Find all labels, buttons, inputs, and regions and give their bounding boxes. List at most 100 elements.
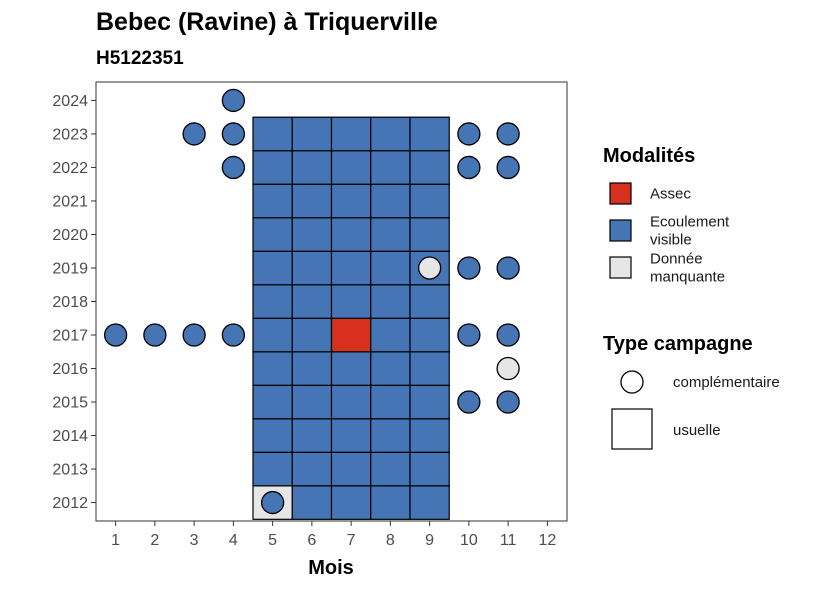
usuelle-cell-6-2018 xyxy=(291,284,333,319)
x-tick-label-1: 1 xyxy=(111,532,120,549)
usuelle-cell-5-2013 xyxy=(252,451,293,487)
complementaire-point-10-2022 xyxy=(457,155,481,180)
usuelle-cell-7-2022 xyxy=(330,150,372,185)
usuelle-cell-8-2022 xyxy=(370,150,411,185)
complementaire-point-10-2019 xyxy=(457,256,481,280)
usuelle-cell-7-2016 xyxy=(330,351,372,386)
usuelle-cell-5-2014 xyxy=(252,418,293,453)
legend-label-assec: Assec xyxy=(650,186,691,203)
y-tick-label-2023: 2023 xyxy=(52,126,88,143)
usuelle-cell-9-2012 xyxy=(409,485,450,520)
legend-swatch-assec xyxy=(609,182,632,205)
usuelle-cell-9-2022 xyxy=(409,150,450,185)
x-tick-label-9: 9 xyxy=(425,532,434,549)
complementaire-point-4-2023 xyxy=(221,122,246,146)
complementaire-point-11-2016 xyxy=(496,356,520,381)
y-axis: 2012 2013 2014 2015 2016 2017 2018 2019 2020 2021… xyxy=(52,93,96,512)
usuelle-cell-6-2020 xyxy=(291,217,333,252)
legend-label-donnee-manquante: Donnée manquante xyxy=(650,251,725,286)
x-tick-label-2: 2 xyxy=(150,532,159,549)
complementaire-point-4-2024 xyxy=(221,88,246,113)
usuelle-cell-9-2023 xyxy=(409,116,450,152)
usuelle-cell-6-2019 xyxy=(291,250,333,286)
usuelle-cell-9-2017 xyxy=(409,317,450,353)
complementaire-point-10-2023 xyxy=(457,122,481,146)
complementaire-point-4-2017 xyxy=(221,323,246,347)
usuelle-cell-5-2017 xyxy=(252,317,293,353)
x-tick-label-11: 11 xyxy=(500,532,517,549)
legend-label-usuelle: usuelle xyxy=(673,422,721,439)
complementaire-point-11-2019 xyxy=(496,256,520,280)
complementaire-point-5-2012 xyxy=(260,490,285,515)
y-tick-label-2017: 2017 xyxy=(52,328,88,345)
y-tick-label-2024: 2024 xyxy=(52,93,88,110)
legend-swatch-ecoulement-visible xyxy=(609,219,632,242)
complementaire-point-9-2019 xyxy=(417,256,442,280)
usuelle-cell-8-2019 xyxy=(370,250,411,286)
x-tick-label-4: 4 xyxy=(229,532,238,549)
usuelle-cell-7-2019 xyxy=(330,250,372,286)
complementaire-point-10-2017 xyxy=(457,323,481,347)
complementaire-point-11-2017 xyxy=(496,323,520,347)
usuelle-cell-9-2014 xyxy=(409,418,450,453)
plot-area xyxy=(95,81,568,522)
usuelle-cell-5-2016 xyxy=(252,351,293,386)
usuelle-cell-6-2021 xyxy=(291,183,333,219)
complementaire-point-11-2022 xyxy=(496,155,520,180)
usuelle-cell-8-2014 xyxy=(370,418,411,453)
usuelle-cell-8-2015 xyxy=(370,384,411,420)
usuelle-cell-7-2015 xyxy=(330,384,372,420)
usuelle-cell-8-2020 xyxy=(370,217,411,252)
legend-type-campagne: Type campagne complémentaire usuelle xyxy=(603,333,780,450)
usuelle-cell-9-2021 xyxy=(409,183,450,219)
usuelle-cell-6-2015 xyxy=(291,384,333,420)
legend-modalites-title: Modalités xyxy=(603,145,695,167)
usuelle-cell-6-2017 xyxy=(291,317,333,353)
chart-subtitle: H5122351 xyxy=(96,48,184,69)
usuelle-cell-6-2014 xyxy=(291,418,333,453)
complementaire-point-3-2017 xyxy=(182,323,206,347)
y-tick-label-2019: 2019 xyxy=(52,260,88,277)
y-tick-label-2018: 2018 xyxy=(52,294,88,311)
usuelle-cell-9-2015 xyxy=(409,384,450,420)
usuelle-cell-7-2021 xyxy=(330,183,372,219)
usuelle-cell-8-2017 xyxy=(370,317,411,353)
usuelle-cell-5-2020 xyxy=(252,217,293,252)
usuelle-cell-7-2013 xyxy=(330,451,372,487)
usuelle-cell-7-2023 xyxy=(330,116,372,152)
x-tick-label-10: 10 xyxy=(460,532,478,549)
usuelle-cell-6-2023 xyxy=(291,116,333,152)
usuelle-cell-8-2023 xyxy=(370,116,411,152)
legend-label-complementaire: complémentaire xyxy=(673,374,780,391)
x-tick-label-8: 8 xyxy=(386,532,395,549)
y-tick-label-2012: 2012 xyxy=(52,495,88,512)
x-tick-label-12: 12 xyxy=(538,532,556,549)
usuelle-cell-5-2018 xyxy=(252,284,293,319)
usuelle-cell-5-2021 xyxy=(252,183,293,219)
y-tick-label-2014: 2014 xyxy=(52,428,88,445)
complementaire-point-2-2017 xyxy=(143,323,167,347)
y-tick-label-2013: 2013 xyxy=(52,462,88,479)
usuelle-cell-8-2016 xyxy=(370,351,411,386)
legend-symbol-complementaire xyxy=(620,370,644,394)
legend-swatch-donnee-manquante xyxy=(609,256,632,279)
y-tick-label-2021: 2021 xyxy=(52,193,88,210)
usuelle-cell-8-2021 xyxy=(370,183,411,219)
usuelle-cell-9-2020 xyxy=(409,217,450,252)
legend-type-campagne-title: Type campagne xyxy=(603,333,753,355)
x-tick-label-5: 5 xyxy=(268,532,277,549)
x-tick-label-3: 3 xyxy=(190,532,199,549)
legend-label-ecoulement-visible: Ecoulement visible xyxy=(650,214,730,249)
chart-title: Bebec (Ravine) à Triquerville xyxy=(96,8,438,36)
usuelle-cell-6-2022 xyxy=(291,150,333,185)
complementaire-point-10-2015 xyxy=(457,390,481,414)
y-tick-label-2015: 2015 xyxy=(52,395,88,412)
usuelle-cell-5-2019 xyxy=(252,250,293,286)
legend-symbol-usuelle xyxy=(611,408,653,450)
x-axis: 1 2 3 4 5 6 7 8 9 10 11 12 xyxy=(111,521,556,549)
complementaire-point-4-2022 xyxy=(221,155,246,180)
usuelle-cell-6-2012 xyxy=(291,485,333,520)
y-tick-label-2020: 2020 xyxy=(52,227,88,244)
